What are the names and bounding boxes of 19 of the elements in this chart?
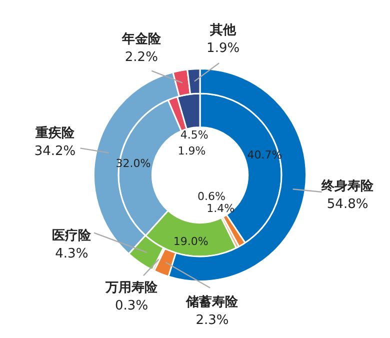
data-label: 4.5% <box>180 128 208 142</box>
data-label: 1.9% <box>206 40 240 56</box>
data-label: 4.3% <box>55 246 88 262</box>
slice-label: 医疗险 <box>52 227 92 244</box>
data-label: 0.3% <box>115 298 148 314</box>
data-label: 2.2% <box>124 50 158 66</box>
data-label: 34.2% <box>34 144 76 159</box>
slice-label: 万用寿险 <box>104 280 159 296</box>
slice-label: 其他 <box>209 22 238 38</box>
data-label: 1.4% <box>206 202 235 215</box>
data-label: 54.8% <box>326 196 368 212</box>
data-label: 2.3% <box>196 313 229 328</box>
slice-label: 终身寿险 <box>320 178 375 194</box>
data-label: 19.0% <box>173 234 208 248</box>
data-label: 0.6% <box>197 190 226 203</box>
slice-label: 重疾险 <box>34 124 76 141</box>
data-label: 1.9% <box>178 144 206 158</box>
slice-label: 年金险 <box>120 32 162 48</box>
slice-label: 储蓄寿险 <box>185 294 240 310</box>
